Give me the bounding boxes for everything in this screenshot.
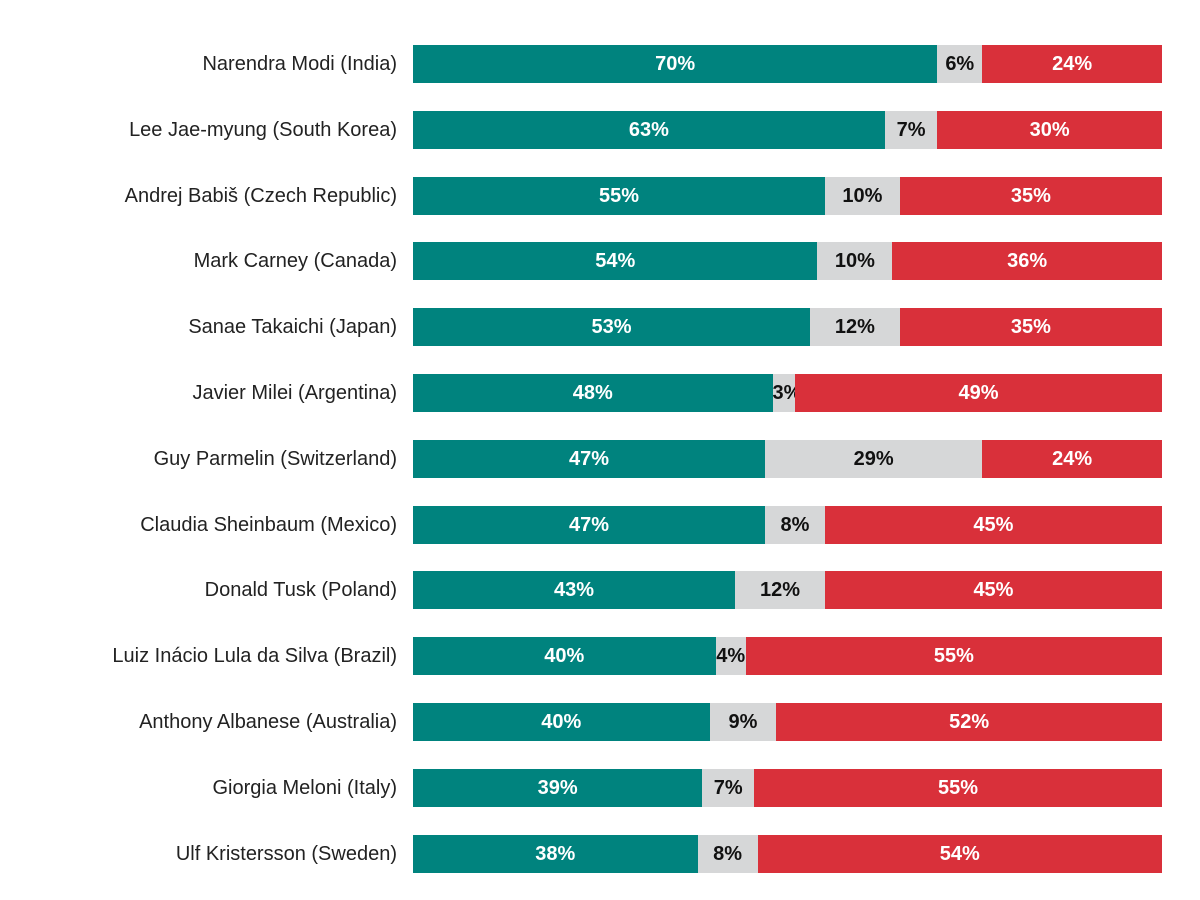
category-label: Luiz Inácio Lula da Silva (Brazil) <box>112 645 397 668</box>
stacked-bar: 53% 12% 35% <box>413 308 1162 347</box>
bar-segment-approve: 63% <box>413 110 885 149</box>
bar-segment-disapprove: 36% <box>892 242 1162 281</box>
bar-segment-approve: 48% <box>413 374 773 412</box>
bar-segment-disapprove: 55% <box>745 637 1162 676</box>
bar-segment-neutral: 7% <box>702 768 755 807</box>
bar-segment-neutral: 4% <box>715 637 746 676</box>
stacked-bar: 63% 7% 30% <box>413 110 1162 149</box>
bar-segment-neutral: 29% <box>765 439 983 478</box>
bar-row: Mark Carney (Canada) 54% 10% 36% <box>0 242 1200 281</box>
bar-segment-neutral: 10% <box>817 242 893 281</box>
bar-segment-approve: 54% <box>413 242 818 281</box>
bar-row: Luiz Inácio Lula da Silva (Brazil) 40% 4% 5… <box>0 637 1200 676</box>
bar-row: Donald Tusk (Poland) 43% 12% 45% <box>0 571 1200 610</box>
bar-row: Sanae Takaichi (Japan) 53% 12% 35% <box>0 308 1200 347</box>
bar-segment-disapprove: 35% <box>899 308 1162 347</box>
stacked-bar: 55% 10% 35% <box>413 176 1162 215</box>
category-label: Anthony Albanese (Australia) <box>139 711 397 733</box>
bar-segment-disapprove: 55% <box>754 768 1162 807</box>
stacked-bar: 43% 12% 45% <box>413 571 1162 610</box>
stacked-bar: 47% 29% 24% <box>413 439 1162 478</box>
stacked-bar: 48% 3% 49% <box>413 374 1162 412</box>
category-label: Claudia Sheinbaum (Mexico) <box>140 513 397 536</box>
stacked-bar: 54% 10% 36% <box>413 242 1162 281</box>
bar-segment-approve: 38% <box>413 834 698 873</box>
bar-segment-neutral: 9% <box>709 703 777 741</box>
stacked-bar: 40% 9% 52% <box>413 703 1162 741</box>
category-label: Ulf Kristersson (Sweden) <box>175 842 397 865</box>
category-label: Andrej Babiš (Czech Republic) <box>124 184 397 207</box>
stacked-bar: 39% 7% 55% <box>413 768 1162 807</box>
bar-segment-neutral: 12% <box>809 308 900 347</box>
bar-row: Guy Parmelin (Switzerland) 47% 29% 24% <box>0 439 1200 478</box>
bar-row: Giorgia Meloni (Italy) 39% 7% 55% <box>0 768 1200 807</box>
bar-segment-neutral: 10% <box>824 176 900 215</box>
bar-segment-neutral: 6% <box>937 45 983 83</box>
bar-segment-approve: 40% <box>413 637 716 676</box>
bar-segment-disapprove: 45% <box>824 571 1162 610</box>
bar-segment-disapprove: 24% <box>982 45 1162 83</box>
stacked-bar: 70% 6% 24% <box>413 45 1162 83</box>
bar-row: Anthony Albanese (Australia) 40% 9% 52% <box>0 703 1200 741</box>
category-label: Narendra Modi (India) <box>202 53 397 75</box>
bar-segment-approve: 53% <box>413 308 810 347</box>
bar-row: Claudia Sheinbaum (Mexico) 47% 8% 45% <box>0 505 1200 544</box>
category-label: Lee Jae-myung (South Korea) <box>129 118 397 141</box>
bar-segment-approve: 47% <box>413 505 766 544</box>
stacked-bar: 40% 4% 55% <box>413 637 1162 676</box>
bar-segment-disapprove: 49% <box>794 374 1162 412</box>
bar-segment-disapprove: 35% <box>899 176 1162 215</box>
bar-row: Lee Jae-myung (South Korea) 63% 7% 30% <box>0 110 1200 149</box>
category-label: Guy Parmelin (Switzerland) <box>153 447 397 470</box>
bar-segment-neutral: 7% <box>884 110 938 149</box>
bar-segment-approve: 40% <box>413 703 710 741</box>
bar-segment-disapprove: 45% <box>824 505 1162 544</box>
bar-segment-disapprove: 52% <box>776 703 1162 741</box>
bar-segment-neutral: 12% <box>735 571 825 610</box>
category-label: Sanae Takaichi (Japan) <box>188 316 397 339</box>
category-label: Javier Milei (Argentina) <box>192 382 397 404</box>
bar-segment-neutral: 8% <box>765 505 825 544</box>
bar-row: Narendra Modi (India) 70% 6% 24% <box>0 45 1200 83</box>
bar-segment-neutral: 8% <box>697 834 758 873</box>
bar-row: Andrej Babiš (Czech Republic) 55% 10% 35% <box>0 176 1200 215</box>
bar-row: Javier Milei (Argentina) 48% 3% 49% <box>0 374 1200 412</box>
bar-segment-disapprove: 54% <box>757 834 1162 873</box>
bar-segment-neutral: 3% <box>772 374 801 412</box>
stacked-bar: 38% 8% 54% <box>413 834 1162 873</box>
category-label: Mark Carney (Canada) <box>193 250 397 273</box>
bar-segment-disapprove: 30% <box>937 110 1162 149</box>
bar-row: Ulf Kristersson (Sweden) 38% 8% 54% <box>0 834 1200 873</box>
category-label: Giorgia Meloni (Italy) <box>212 776 397 799</box>
bar-segment-approve: 55% <box>413 176 825 215</box>
stacked-bar: 47% 8% 45% <box>413 505 1162 544</box>
category-label: Donald Tusk (Poland) <box>204 579 397 602</box>
bar-segment-approve: 70% <box>413 45 938 83</box>
bar-segment-approve: 39% <box>413 768 703 807</box>
bar-segment-approve: 43% <box>413 571 736 610</box>
bar-segment-approve: 47% <box>413 439 766 478</box>
bar-segment-disapprove: 24% <box>982 439 1162 478</box>
